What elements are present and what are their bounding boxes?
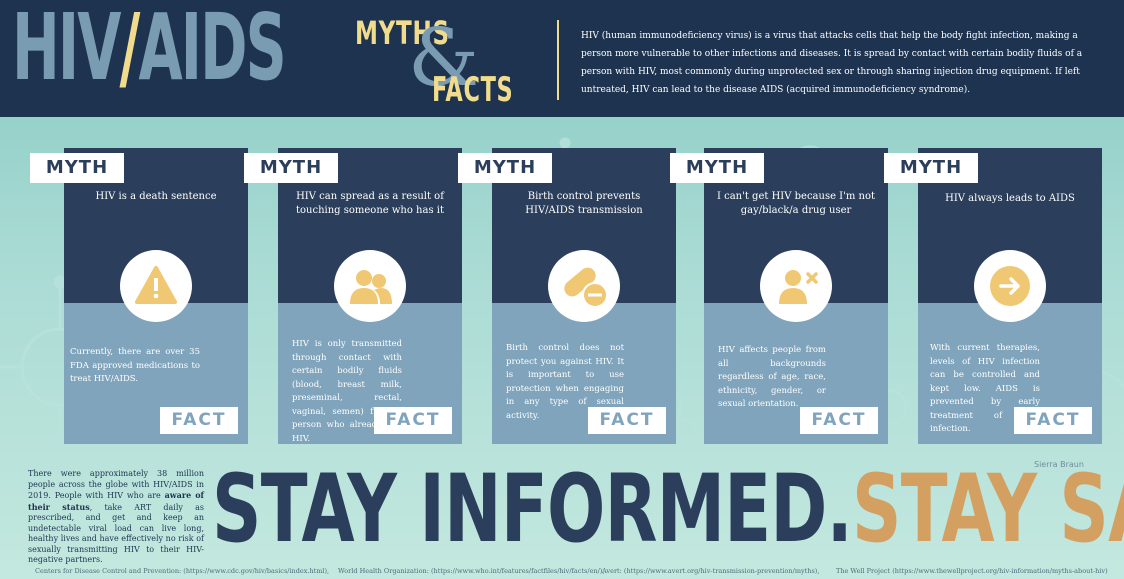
fact-label: FACT xyxy=(588,407,666,434)
myth-label: MYTH xyxy=(244,153,338,183)
header-divider xyxy=(557,20,559,100)
warning-icon xyxy=(120,250,192,322)
person-x-icon xyxy=(760,250,832,322)
myths-heading: MYTHS xyxy=(355,14,450,52)
myth-label: MYTH xyxy=(30,153,124,183)
statistics-paragraph: There were approximately 38 million peop… xyxy=(28,469,204,566)
myth-fact-card-2: MYTH HIV can spread as a result of touch… xyxy=(244,148,462,444)
ampersand: & xyxy=(408,11,480,104)
sources-footer: Centers for Disease Control and Preventi… xyxy=(0,566,1124,579)
myth-statement: Birth control prevents HIV/AIDS transmis… xyxy=(525,191,643,216)
myth-fact-card-1: MYTH HIV is a death sentence Currently, … xyxy=(30,148,248,444)
fact-label: FACT xyxy=(1014,407,1092,434)
title-hiv: HIV xyxy=(12,0,121,101)
myth-label: MYTH xyxy=(670,153,764,183)
pill-icon xyxy=(548,250,620,322)
arrow-right-icon xyxy=(974,250,1046,322)
myth-statement: HIV can spread as a result of touching s… xyxy=(296,191,444,216)
fact-statement: Birth control does not protect you again… xyxy=(506,343,624,421)
source-cdc: Centers for Disease Control and Preventi… xyxy=(35,567,330,575)
fact-statement: HIV is only transmitted through contact … xyxy=(292,339,402,444)
myth-fact-card-5: MYTH HIV always leads to AIDS With curre… xyxy=(884,148,1102,444)
hiv-description: HIV (human immunodeficiency virus) is a … xyxy=(581,31,1083,95)
slogan: STAY INFORMED.STAY SAFE. xyxy=(212,463,1124,557)
slogan-stay-safe: STAY SAFE. xyxy=(852,455,1124,564)
header-banner: HIV/AIDS MYTHS & FACTS HIV (human immuno… xyxy=(0,0,1124,117)
author-credit: Sierra Braun xyxy=(1034,460,1084,469)
stats-text-1: There were approximately 38 million peop… xyxy=(28,469,204,500)
myth-label: MYTH xyxy=(458,153,552,183)
myth-statement: HIV is a death sentence xyxy=(95,191,217,202)
source-well-project: The Well Project (https://www.thewellpro… xyxy=(836,567,1108,575)
myth-statement: I can't get HIV because I'm not gay/blac… xyxy=(716,191,876,216)
myth-statement: HIV always leads to AIDS xyxy=(945,193,1075,204)
slogan-stay-informed: STAY INFORMED. xyxy=(212,455,853,564)
page-title: HIV/AIDS xyxy=(12,2,287,94)
myth-fact-card-3: MYTH Birth control prevents HIV/AIDS tra… xyxy=(458,148,676,444)
myth-fact-card-4: MYTH I can't get HIV because I'm not gay… xyxy=(670,148,888,444)
source-avert: Avert: (https://www.avert.org/hiv-transm… xyxy=(602,567,820,575)
fact-label: FACT xyxy=(374,407,452,434)
stats-emphasis: aware of their status xyxy=(28,490,205,512)
fact-statement: Currently, there are over 35 FDA approve… xyxy=(70,347,200,384)
fact-label: FACT xyxy=(800,407,878,434)
source-who: World Health Organization: (https://www.… xyxy=(338,567,605,575)
title-slash: / xyxy=(119,0,141,101)
fact-statement: With current therapies, levels of HIV in… xyxy=(930,343,1040,434)
people-icon xyxy=(334,250,406,322)
title-aids: AIDS xyxy=(138,0,287,101)
myth-label: MYTH xyxy=(884,153,978,183)
facts-heading: FACTS xyxy=(432,70,514,110)
fact-statement: HIV affects people from all backgrounds … xyxy=(718,345,826,409)
fact-label: FACT xyxy=(160,407,238,434)
stats-text-2: , take ART daily as prescribed, and get … xyxy=(28,502,204,565)
